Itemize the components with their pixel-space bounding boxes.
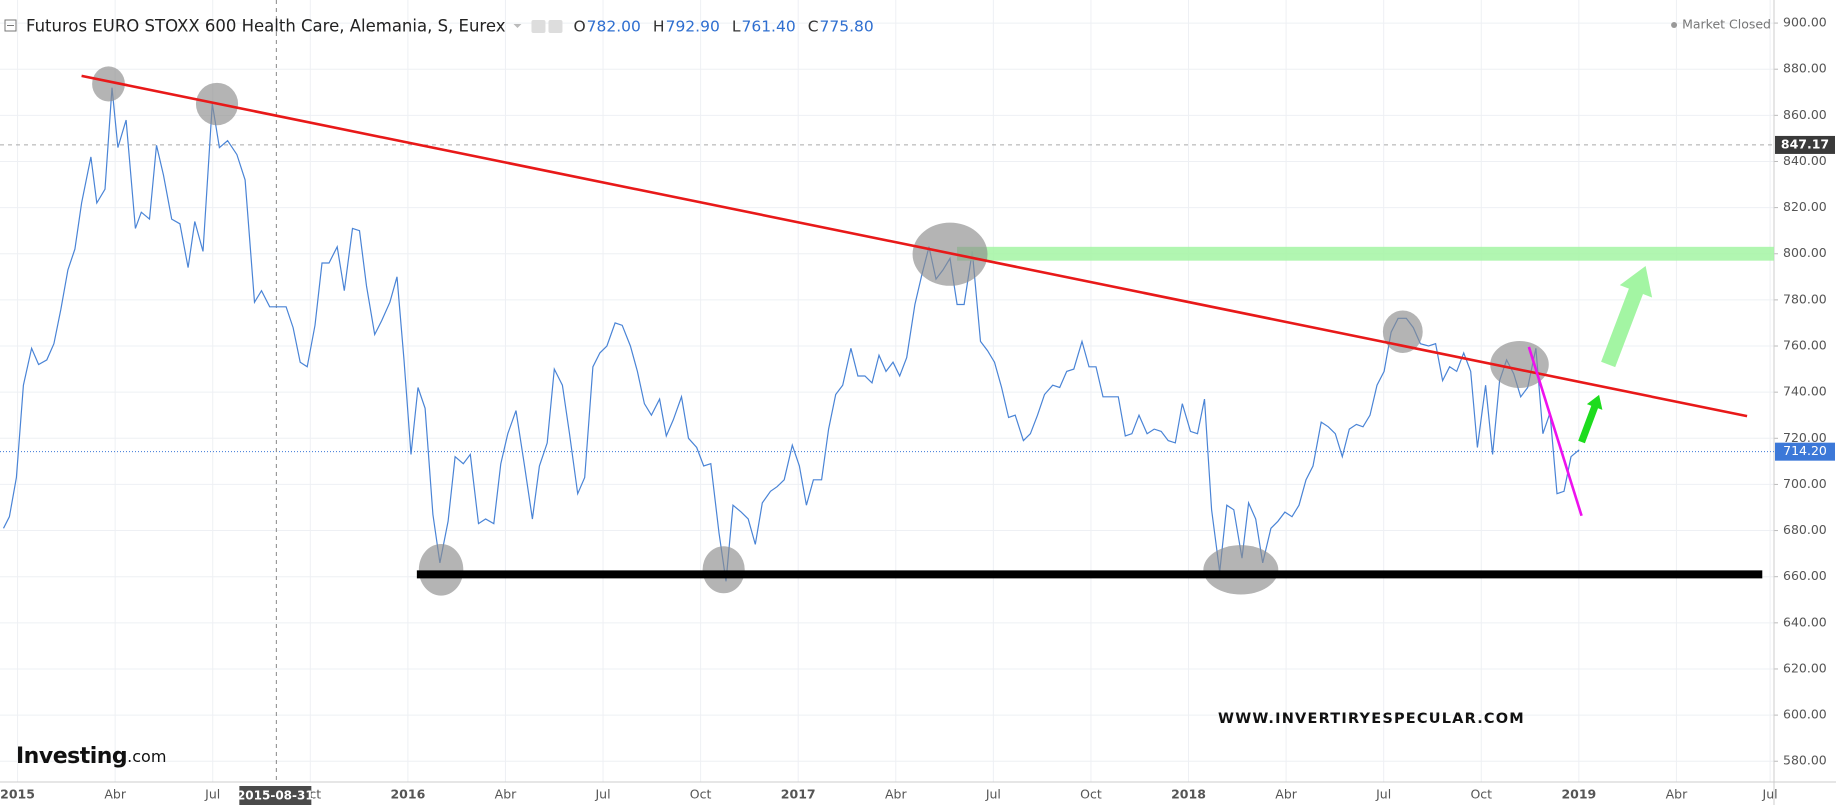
x-tick-label: 2016: [390, 787, 425, 802]
ohlc-value: 775.80: [820, 18, 874, 36]
y-tick-label: 840.00: [1783, 153, 1827, 168]
ohlc-key: C: [808, 18, 819, 36]
y-tick-label: 860.00: [1783, 107, 1827, 122]
trendline: [81, 74, 1748, 418]
y-tick-label: 680.00: [1783, 522, 1827, 537]
resistance-band: [957, 246, 1774, 261]
logo-brand: Investing: [16, 744, 127, 769]
ohlc-key: H: [653, 18, 665, 36]
logo: Investing.com: [16, 744, 166, 769]
x-tick-label: 2018: [1171, 787, 1206, 802]
ohlc-value: 761.40: [741, 18, 795, 36]
ohlc-key: L: [732, 18, 741, 36]
arrow: [1601, 266, 1653, 368]
y-tick-label: 600.00: [1783, 707, 1827, 722]
status-dot: [1671, 22, 1678, 28]
x-tick-label: Abr: [104, 787, 126, 802]
logo-suffix: .com: [127, 747, 166, 766]
y-tick-label: 900.00: [1783, 15, 1827, 30]
crosshair-x-box: [239, 786, 312, 805]
x-tick-label: Jul: [1375, 787, 1391, 802]
trendline: [1527, 346, 1583, 517]
last-price-label: 714.20: [1783, 443, 1827, 458]
highlight-ellipse: [1203, 545, 1279, 595]
x-tick-label: Abr: [1275, 787, 1297, 802]
x-tick-label: Jul: [204, 787, 220, 802]
x-tick-label: Oct: [1470, 787, 1492, 802]
highlight-ellipse: [1382, 310, 1423, 353]
eye-icon[interactable]: [531, 20, 546, 33]
x-tick-label: Oct: [1080, 787, 1102, 802]
settings-icon[interactable]: [548, 20, 563, 33]
highlight-ellipse: [418, 543, 464, 596]
x-tick-label: Abr: [1666, 787, 1688, 802]
y-tick-label: 780.00: [1783, 291, 1827, 306]
y-tick-label: 820.00: [1783, 199, 1827, 214]
y-tick-label: 640.00: [1783, 614, 1827, 629]
watermark: WWW.INVERTIRYESPECULAR.COM: [1218, 711, 1525, 727]
y-tick-label: 880.00: [1783, 61, 1827, 76]
y-tick-label: 760.00: [1783, 338, 1827, 353]
highlight-ellipse: [92, 66, 125, 102]
y-tick-label: 620.00: [1783, 660, 1827, 675]
chart-title: Futuros EURO STOXX 600 Health Care, Alem…: [26, 17, 506, 36]
crosshair-y-box: [1775, 135, 1835, 154]
collapse-icon[interactable]: [4, 19, 17, 32]
x-tick-label: 2017: [781, 787, 816, 802]
ohlc-value: 792.90: [666, 18, 720, 36]
arrow: [1578, 394, 1603, 444]
ohlc-key: O: [573, 18, 585, 36]
y-tick-label: 740.00: [1783, 384, 1827, 399]
y-tick-label: 800.00: [1783, 245, 1827, 260]
market-status: Market Closed: [1682, 17, 1771, 32]
crosshair-x-label: 2015-08-31: [237, 789, 314, 803]
x-tick-label: 2019: [1561, 787, 1596, 802]
dropdown-icon[interactable]: [513, 24, 522, 28]
highlight-ellipse: [1490, 340, 1549, 389]
price-line: [2, 87, 1580, 582]
x-tick-label: Abr: [885, 787, 907, 802]
x-tick-label: Oct: [690, 787, 712, 802]
crosshair-y-label: 847.17: [1781, 136, 1829, 151]
x-tick-label: Jul: [594, 787, 610, 802]
x-tick-label: Jul: [1762, 787, 1778, 802]
x-tick-label: Abr: [495, 787, 517, 802]
y-tick-label: 700.00: [1783, 476, 1827, 491]
highlight-ellipse: [702, 546, 745, 594]
x-tick-label: 2015: [0, 787, 35, 802]
y-tick-label: 720.00: [1783, 430, 1827, 445]
y-tick-label: 580.00: [1783, 753, 1827, 768]
ohlc-value: 782.00: [587, 18, 641, 36]
y-tick-label: 660.00: [1783, 568, 1827, 583]
last-price-box: [1775, 442, 1835, 461]
x-tick-label: Jul: [985, 787, 1001, 802]
